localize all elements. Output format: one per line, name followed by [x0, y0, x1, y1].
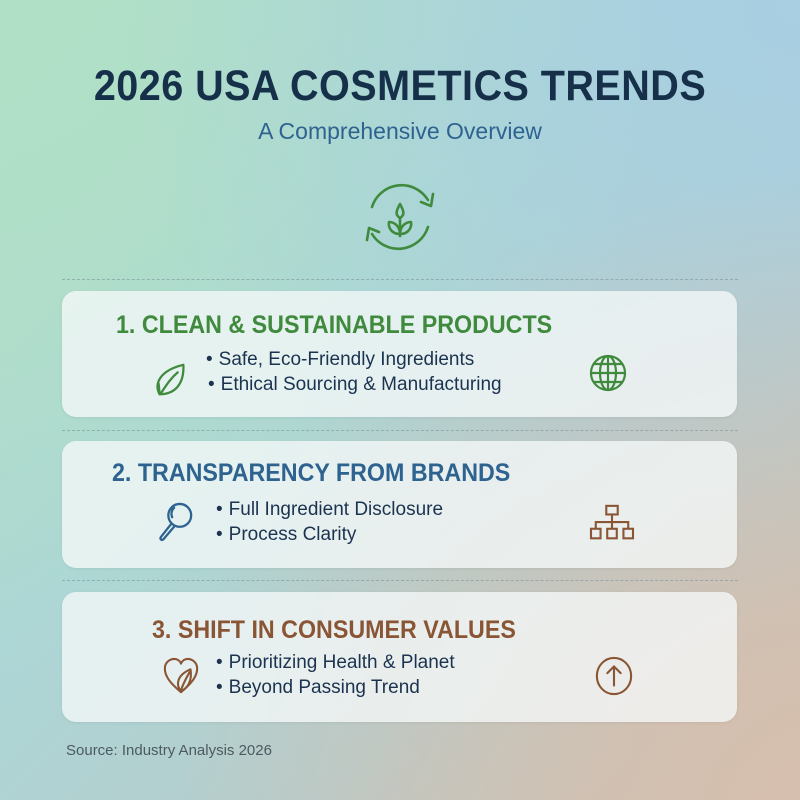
bullet-item: Full Ingredient Disclosure — [216, 497, 443, 522]
page-title: 2026 USA COSMETICS TRENDS — [93, 62, 707, 110]
divider — [62, 279, 738, 280]
bullet-item: Process Clarity — [216, 522, 443, 547]
hierarchy-icon — [589, 504, 635, 540]
globe-icon — [589, 354, 627, 392]
trend-bullets: Full Ingredient Disclosure Process Clari… — [216, 497, 443, 547]
bullet-item: Ethical Sourcing & Manufacturing — [208, 372, 502, 397]
page-subtitle: A Comprehensive Overview — [258, 118, 542, 144]
bullet-item: Safe, Eco-Friendly Ingredients — [206, 347, 502, 372]
trend-bullets: Safe, Eco-Friendly Ingredients Ethical S… — [206, 347, 502, 397]
trend-title: 2. TRANSPARENCY FROM BRANDS — [112, 459, 511, 487]
divider — [62, 580, 738, 581]
leaf-icon — [156, 363, 185, 396]
trend-card-transparency: 2. TRANSPARENCY FROM BRANDS Full Ingredi… — [62, 441, 737, 568]
heart-leaf-icon — [163, 657, 199, 694]
trend-card-consumer-values: 3. SHIFT IN CONSUMER VALUES Prioritizing… — [62, 592, 737, 722]
trend-card-clean-sustainable: 1. CLEAN & SUSTAINABLE PRODUCTS Safe, Ec… — [62, 291, 737, 417]
magnifier-icon — [159, 502, 193, 542]
source-note: Source: Industry Analysis 2026 — [66, 742, 272, 759]
bullet-item: Prioritizing Health & Planet — [216, 650, 455, 675]
trend-title: 3. SHIFT IN CONSUMER VALUES — [152, 616, 516, 644]
recycle-plant-icon — [365, 183, 435, 251]
arrow-up-circle-icon — [595, 656, 633, 696]
divider — [62, 430, 738, 431]
trend-bullets: Prioritizing Health & Planet Beyond Pass… — [216, 650, 455, 700]
bullet-item: Beyond Passing Trend — [216, 675, 455, 700]
trend-title: 1. CLEAN & SUSTAINABLE PRODUCTS — [116, 311, 553, 339]
